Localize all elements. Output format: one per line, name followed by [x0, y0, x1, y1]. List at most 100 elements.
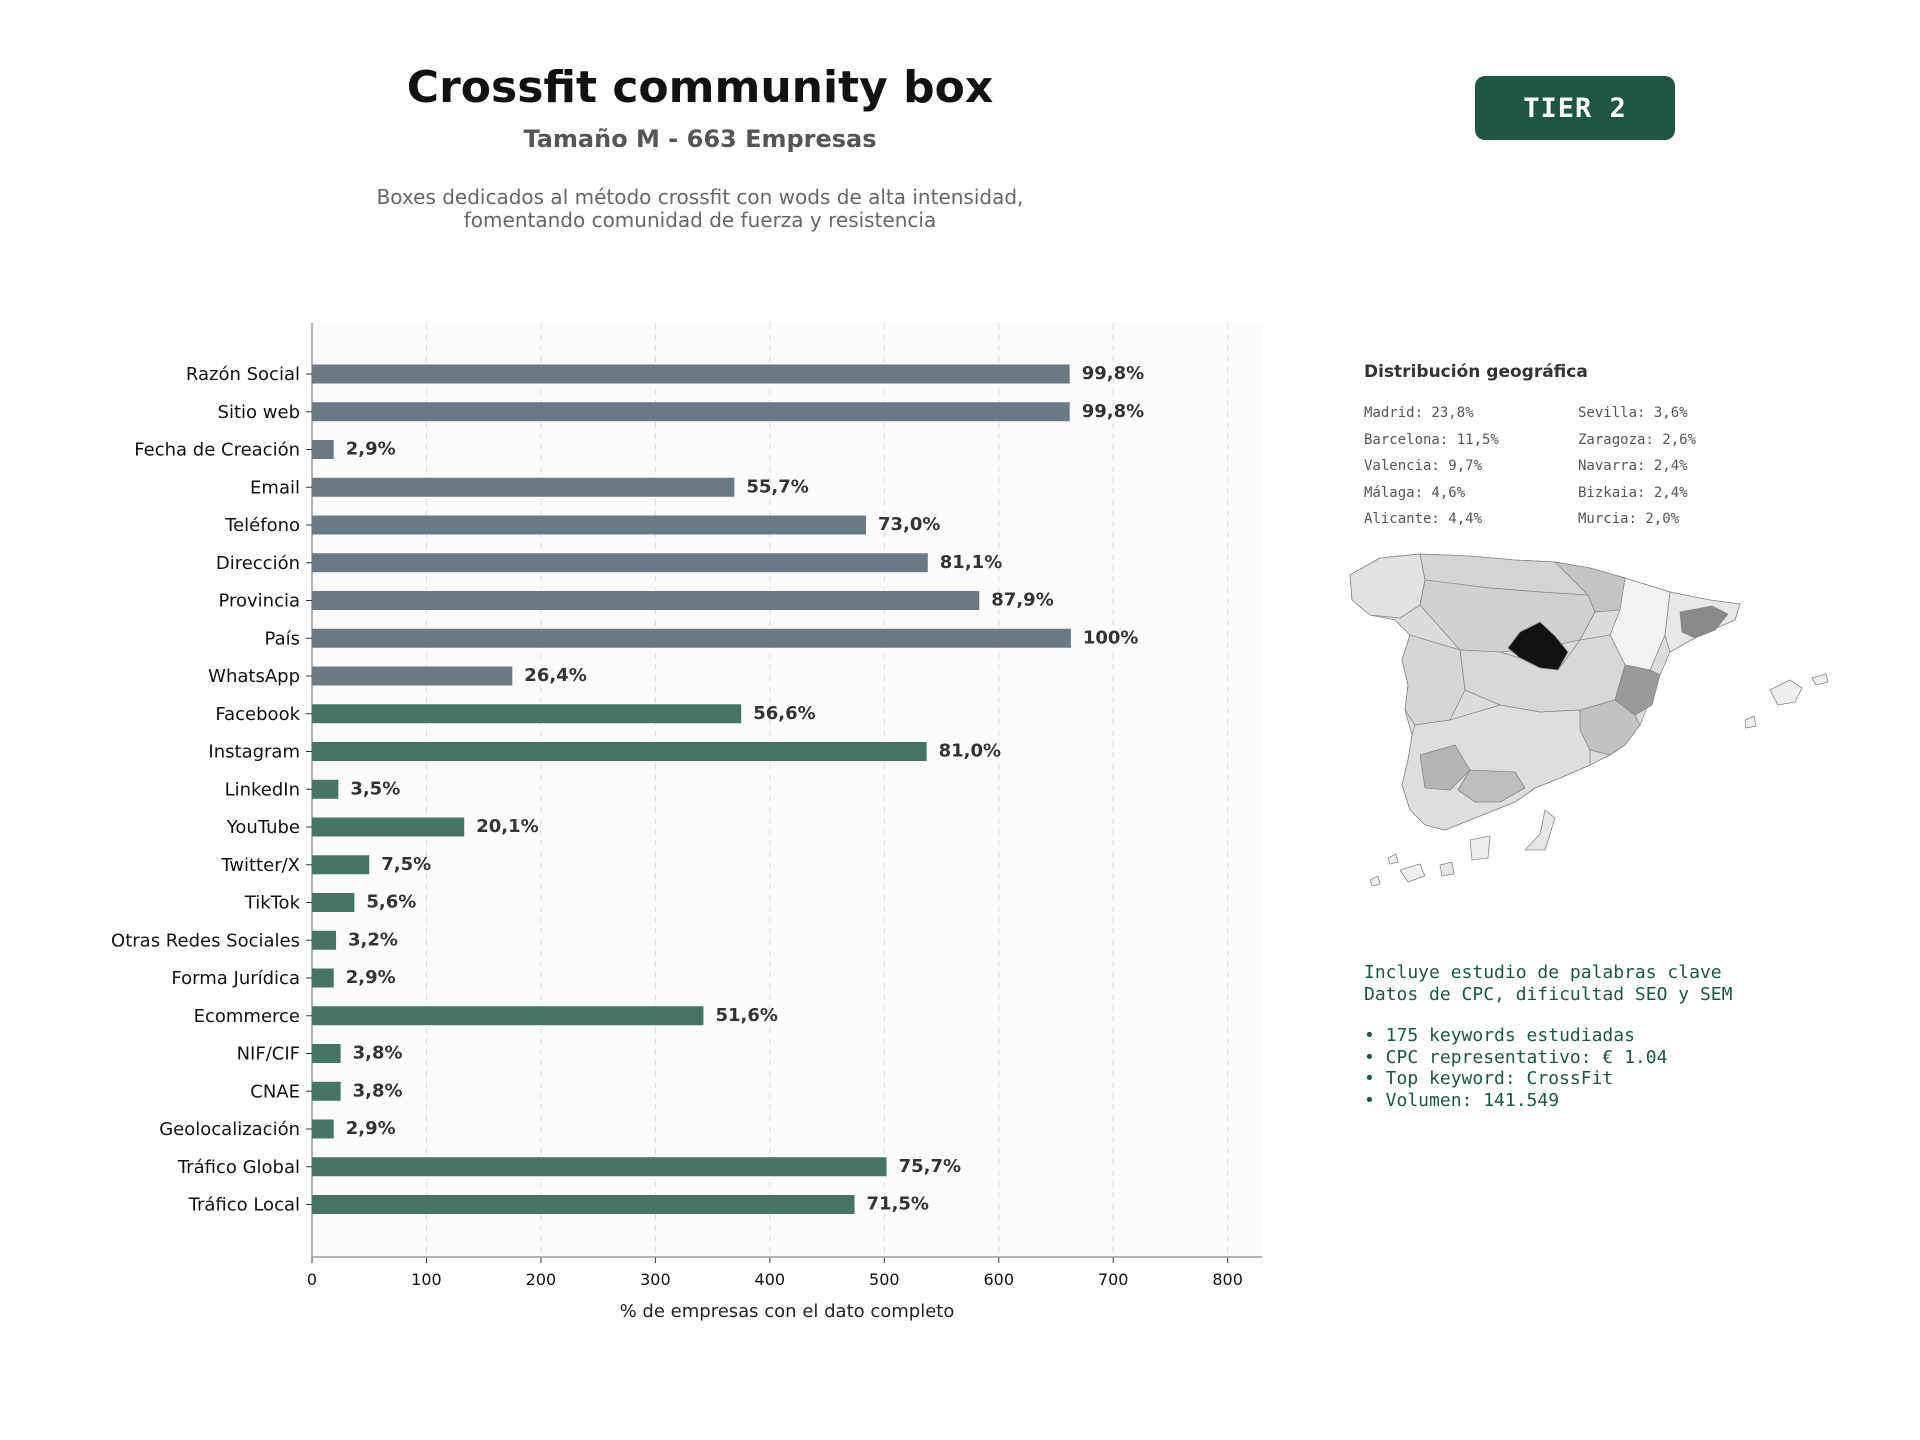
bar-value-label: 2,9%	[346, 439, 396, 460]
keywords-line: Incluye estudio de palabras clave	[1364, 962, 1722, 983]
category-label: Otras Redes Sociales	[111, 930, 300, 951]
x-tick-label: 400	[755, 1270, 786, 1289]
geo-list-left: Madrid: 23,8% Barcelona: 11,5% Valencia:…	[1364, 400, 1499, 533]
bar-value-label: 2,9%	[346, 967, 396, 988]
map-menorca	[1811, 673, 1829, 686]
keywords-bullet: • 175 keywords estudiadas	[1364, 1025, 1635, 1046]
geo-entry: Barcelona: 11,5%	[1364, 431, 1499, 448]
bar-value-label: 87,9%	[991, 590, 1053, 611]
bar	[312, 817, 465, 837]
bar	[312, 1119, 334, 1139]
bar	[312, 742, 927, 761]
map-galicia	[1349, 553, 1426, 619]
bar-value-label: 56,6%	[753, 703, 815, 724]
map-canarias-6	[1387, 853, 1399, 865]
segment-description: Boxes dedicados al método crossfit con w…	[300, 186, 1100, 232]
category-label: Dirección	[216, 553, 300, 574]
description-line: Boxes dedicados al método crossfit con w…	[376, 185, 1024, 209]
bar-value-label: 5,6%	[366, 892, 416, 913]
category-label: YouTube	[226, 817, 300, 838]
bar-value-label: 7,5%	[381, 854, 431, 875]
map-andalucia	[1401, 704, 1591, 831]
map-sevilla	[1419, 744, 1471, 791]
x-tick-label: 800	[1212, 1270, 1243, 1289]
x-axis-label: % de empresas con el dato completo	[620, 1301, 955, 1322]
bar	[312, 440, 334, 459]
category-label: Ecommerce	[194, 1006, 300, 1027]
tier-badge: TIER 2	[1475, 76, 1675, 140]
bar-value-label: 3,8%	[353, 1080, 403, 1101]
bar	[312, 968, 334, 988]
category-label: WhatsApp	[208, 666, 300, 687]
x-tick-label: 500	[869, 1270, 900, 1289]
bar-value-label: 51,6%	[715, 1005, 777, 1026]
page-subtitle: Tamaño M - 663 Empresas	[523, 125, 877, 153]
bar-value-label: 2,9%	[346, 1118, 396, 1139]
category-label: Twitter/X	[220, 855, 300, 876]
geo-entry: Madrid: 23,8%	[1364, 405, 1474, 421]
bar	[312, 666, 513, 686]
category-label: Razón Social	[186, 364, 300, 385]
plot-background	[312, 323, 1262, 1257]
map-canarias-4	[1524, 809, 1556, 851]
bar-value-label: 100%	[1083, 627, 1139, 648]
map-canarias-1	[1399, 863, 1426, 883]
keywords-line: Datos de CPC, dificultad SEO y SEM	[1364, 983, 1733, 1005]
geo-entry: Zaragoza: 2,6%	[1578, 431, 1697, 448]
keywords-bullet: • CPC representativo: € 1.04	[1364, 1046, 1668, 1068]
bar	[312, 1157, 887, 1177]
bar-value-label: 26,4%	[524, 665, 586, 686]
bar	[312, 1081, 341, 1101]
category-label: País	[265, 628, 300, 649]
x-tick-label: 0	[307, 1270, 317, 1289]
bar-value-label: 3,8%	[353, 1043, 403, 1064]
bar-value-label: 55,7%	[746, 476, 808, 497]
category-label: Sitio web	[218, 402, 300, 423]
bar	[312, 364, 1070, 384]
bar-value-label: 81,0%	[939, 741, 1001, 762]
map-malaga	[1457, 769, 1526, 803]
x-tick-label: 700	[1098, 1270, 1129, 1289]
x-tick-label: 200	[526, 1270, 557, 1289]
completeness-bar-chart: 0 100 200 300 400 500 600 700 800 % de empresas c…	[111, 323, 1262, 1322]
bar-value-label: 3,2%	[348, 929, 398, 950]
geo-entry: Navarra: 2,4%	[1578, 458, 1688, 474]
category-label: Teléfono	[224, 515, 300, 536]
category-label: CNAE	[250, 1081, 300, 1102]
category-label: Fecha de Creación	[134, 440, 300, 461]
map-barcelona	[1679, 605, 1729, 639]
bar-value-label: 3,5%	[350, 778, 400, 799]
keywords-bullet: • Top keyword: CrossFit	[1364, 1068, 1614, 1089]
geo-entry: Málaga: 4,6%	[1364, 484, 1466, 501]
bar	[312, 1006, 704, 1026]
bar	[312, 893, 355, 912]
geo-entry: Murcia: 2,0%	[1578, 511, 1680, 527]
geo-entry: Valencia: 9,7%	[1364, 458, 1483, 474]
bar	[312, 704, 742, 724]
x-tick-label: 300	[640, 1270, 671, 1289]
category-label: Instagram	[208, 742, 300, 763]
bar	[312, 591, 980, 610]
bar-value-label: 73,0%	[878, 514, 940, 535]
category-label: NIF/CIF	[237, 1044, 300, 1065]
bar	[312, 515, 866, 535]
category-label: Provincia	[218, 591, 300, 612]
map-canarias-5	[1369, 875, 1381, 887]
map-canarias-2	[1439, 861, 1455, 877]
keywords-bullet: • Volumen: 141.549	[1364, 1089, 1560, 1111]
bar	[312, 402, 1070, 422]
geo-distribution-title: Distribución geográfica	[1364, 362, 1588, 382]
category-label: Facebook	[215, 704, 300, 725]
x-tick-label: 600	[983, 1270, 1014, 1289]
category-label: LinkedIn	[225, 779, 300, 800]
description-line: fomentando comunidad de fuerza y resiste…	[463, 208, 937, 232]
map-ibiza	[1744, 715, 1757, 729]
bar	[312, 1044, 341, 1063]
category-label: Tráfico Local	[188, 1195, 300, 1216]
bar-value-label: 75,7%	[899, 1156, 961, 1177]
bar-value-label: 20,1%	[476, 816, 538, 837]
category-label: Tráfico Global	[177, 1157, 300, 1178]
geo-list-right: Sevilla: 3,6% Zaragoza: 2,6% Navarra: 2,…	[1578, 400, 1696, 533]
geo-entry: Sevilla: 3,6%	[1578, 405, 1688, 421]
bar-value-label: 71,5%	[867, 1194, 929, 1215]
